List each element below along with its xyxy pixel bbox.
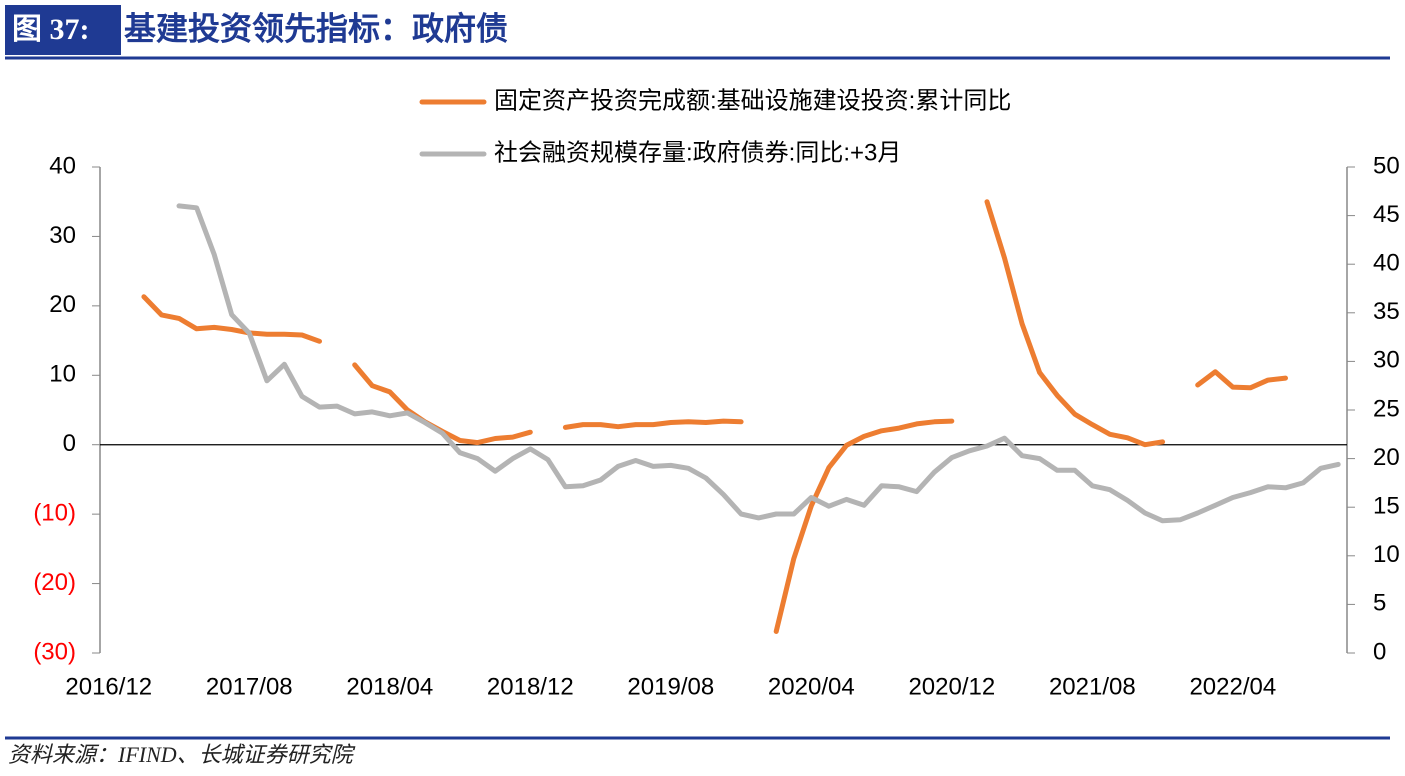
figure-label: 图 37:	[12, 13, 90, 46]
x-tick-label: 2021/08	[1049, 673, 1136, 700]
y2-tick-label: 50	[1373, 152, 1400, 179]
y-tick-label: 20	[49, 291, 76, 318]
source: 资料来源：IFIND、长城证券研究院	[8, 742, 356, 767]
y2-tick-label: 25	[1373, 395, 1400, 422]
x-tick-label: 2019/08	[627, 673, 714, 700]
y-tick-label: 30	[49, 222, 76, 249]
legend-label: 固定资产投资完成额:基础设施建设投资:累计同比	[494, 87, 1011, 114]
label-box	[5, 5, 121, 55]
x-tick-label: 2020/04	[768, 673, 855, 700]
y-tick-label: (20)	[33, 569, 76, 596]
legend-label: 社会融资规模存量:政府债券:同比:+3月	[494, 139, 901, 166]
x-tick-label: 2018/04	[346, 673, 433, 700]
chart-title: 基建投资领先指标：政府债	[124, 10, 508, 46]
y2-tick-label: 10	[1373, 541, 1400, 568]
x-tick-label: 2016/12	[65, 673, 152, 700]
y2-tick-label: 45	[1373, 201, 1400, 228]
y-tick-label: 0	[63, 430, 76, 457]
y2-tick-label: 0	[1373, 638, 1386, 665]
y2-tick-label: 40	[1373, 250, 1400, 277]
series-line	[176, 203, 1341, 524]
series-line	[141, 199, 1288, 634]
y-tick-label: (30)	[33, 638, 76, 665]
x-tick-label: 2017/08	[206, 673, 293, 700]
y2-tick-label: 15	[1373, 493, 1400, 520]
y2-tick-label: 30	[1373, 347, 1400, 374]
x-tick-label: 2020/12	[908, 673, 995, 700]
x-tick-label: 2022/04	[1189, 673, 1276, 700]
y2-tick-label: 5	[1373, 590, 1386, 617]
y-tick-label: (10)	[33, 499, 76, 526]
y2-tick-label: 20	[1373, 444, 1400, 471]
y-tick-label: 10	[49, 361, 76, 388]
x-tick-label: 2018/12	[487, 673, 574, 700]
y2-tick-label: 35	[1373, 298, 1400, 325]
y-tick-label: 40	[49, 152, 76, 179]
